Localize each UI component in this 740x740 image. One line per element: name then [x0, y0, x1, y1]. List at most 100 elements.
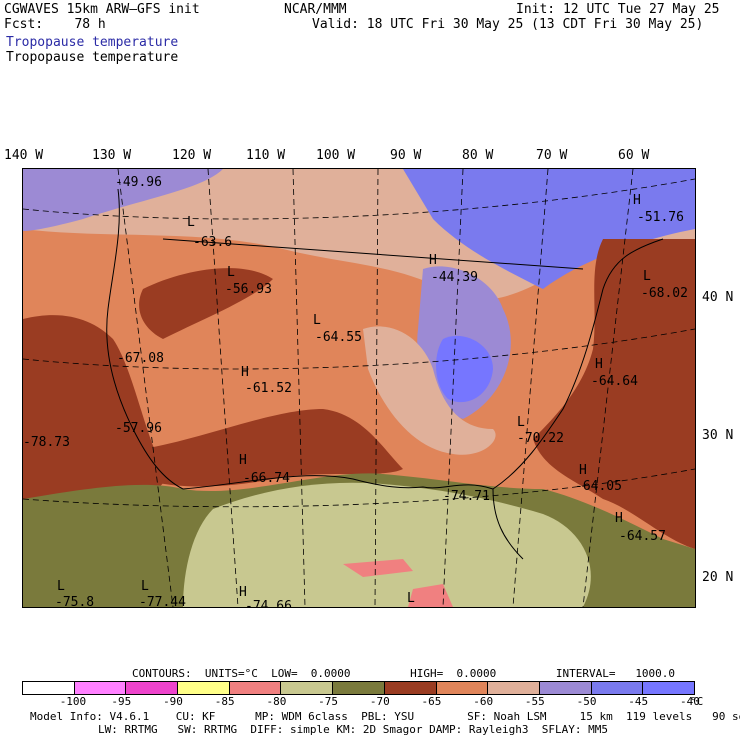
- lon-label: 110 W: [246, 148, 286, 163]
- shade-darkred-west: [23, 315, 165, 509]
- map-high-marker: H: [429, 253, 437, 268]
- map-value-label: -64.55: [315, 330, 362, 345]
- colorbar-label: -100: [59, 695, 87, 708]
- colorbar-label: -40: [680, 695, 700, 708]
- lon-label: 70 W: [536, 148, 568, 163]
- map-low-marker: L: [517, 415, 525, 430]
- map-high-marker: H: [239, 585, 247, 600]
- map-low-marker: L: [57, 579, 65, 594]
- model-title: CGWAVES 15km ARW–GFS init: [4, 2, 200, 17]
- colorbar-swatch: [280, 681, 333, 695]
- colorbar-swatch: [538, 681, 591, 695]
- colorbar-swatch: [332, 681, 384, 695]
- colorbar-swatch: [125, 681, 178, 695]
- colorbar-swatch: [383, 681, 436, 695]
- shade-khaki: [183, 482, 591, 607]
- colorbar-swatch: [642, 681, 695, 695]
- map-value-label: -44.39: [431, 270, 478, 285]
- map-value-label: -75.8: [55, 595, 95, 608]
- map-value-label: -64.64: [591, 374, 638, 389]
- shade-coral-2: [408, 584, 453, 607]
- shade-darkred-south: [143, 409, 403, 487]
- map-low-marker: L: [643, 269, 651, 284]
- graticule: [23, 169, 695, 607]
- map-value-label: -68.02: [641, 286, 688, 301]
- map-canvas: [23, 169, 695, 607]
- lon-label: 60 W: [618, 148, 650, 163]
- colorbar-label: -75: [318, 695, 339, 708]
- lon-label: 100 W: [316, 148, 356, 163]
- lon-label: 90 W: [390, 148, 422, 163]
- colorbar-label: -65: [421, 695, 442, 708]
- colorbar-swatch: [73, 681, 126, 695]
- field-title-plain: Tropopause temperature: [6, 50, 179, 65]
- valid-time: Valid: 18 UTC Fri 30 May 25 (13 CDT Fri …: [312, 17, 704, 32]
- colorbar-label: -60: [473, 695, 494, 708]
- lon-label: 130 W: [92, 148, 132, 163]
- colorbar-label: -95: [111, 695, 132, 708]
- map-value-label: -51.76: [637, 210, 684, 225]
- init-time: Init: 12 UTC Tue 27 May 25: [516, 2, 720, 17]
- colorbar-label: -55: [524, 695, 545, 708]
- map-high-marker: H: [615, 511, 623, 526]
- colorbar-swatch: [177, 681, 229, 695]
- lon-label: 140 W: [4, 148, 44, 163]
- map-high-marker: H: [633, 193, 641, 208]
- shade-darkred-streak: [139, 268, 273, 339]
- map-low-marker: L: [227, 265, 235, 280]
- map-low-marker: L: [187, 215, 195, 230]
- contours-info: CONTOURS: UNITS=°C LOW= 0.0000 HIGH= 0.0…: [132, 667, 676, 680]
- map-value-label: -67.08: [117, 351, 164, 366]
- map-value-label: -56.93: [225, 282, 272, 297]
- map-value-label: -77.44: [139, 595, 186, 608]
- lat-label: 40 N: [702, 290, 734, 305]
- map-high-marker: H: [241, 365, 249, 380]
- map-high-marker: H: [239, 453, 247, 468]
- lon-label: 80 W: [462, 148, 494, 163]
- model-info-line2: LW: RRTMG SW: RRTMG DIFF: simple KM: 2D …: [98, 723, 608, 736]
- coastlines: [106, 188, 664, 560]
- map-low-marker: L: [141, 579, 149, 594]
- lat-label: 30 N: [702, 428, 734, 443]
- colorbar-label: -90: [163, 695, 183, 708]
- map-high-marker: H: [595, 357, 603, 372]
- colorbar-swatch: [590, 681, 643, 695]
- colorbar-label: °C: [690, 695, 704, 708]
- tropopause-temperature-map: -49.96 L -63.6 L -56.93 L -64.55 H -44.3…: [22, 168, 696, 608]
- map-value-label: -78.73: [23, 435, 70, 450]
- shade-blue-ne: [403, 169, 695, 289]
- map-value-label: -74.71: [443, 489, 490, 504]
- colorbar-swatch: [435, 681, 488, 695]
- map-value-label: -70.22: [517, 431, 564, 446]
- field-title-colored: Tropopause temperature: [6, 35, 179, 50]
- map-value-label: -63.6: [193, 235, 233, 250]
- shade-darkred-east: [533, 239, 695, 549]
- map-value-label: -57.96: [115, 421, 162, 436]
- map-value-label: -66.74: [243, 471, 290, 486]
- lat-label: 20 N: [702, 570, 734, 585]
- organization-label: NCAR/MMM: [284, 2, 347, 17]
- map-value-label: -74.66: [245, 599, 292, 608]
- forecast-hour: Fcst: 78 h: [4, 17, 106, 32]
- map-high-marker: H: [579, 463, 587, 478]
- colorbar-label: -80: [266, 695, 287, 708]
- map-value-label: -49.96: [115, 175, 162, 190]
- colorbar-label: -70: [369, 695, 390, 708]
- lon-label: 120 W: [172, 148, 212, 163]
- colorbar-label: -50: [576, 695, 597, 708]
- map-low-marker: L: [407, 591, 415, 606]
- colorbar-swatch: [22, 681, 74, 695]
- shade-pale-central: [363, 326, 496, 455]
- shade-coral-1: [343, 559, 413, 577]
- shade-purple-nw: [23, 169, 223, 231]
- colorbar-swatch: [228, 681, 281, 695]
- map-low-marker: L: [313, 313, 321, 328]
- map-value-label: -64.05: [575, 479, 622, 494]
- colorbar-label: -45: [628, 695, 649, 708]
- shade-blue-ohio: [436, 335, 493, 403]
- map-value-label: -64.57: [619, 529, 666, 544]
- colorbar-label: -85: [214, 695, 235, 708]
- colorbar-swatch: [487, 681, 539, 695]
- map-value-label: -61.52: [245, 381, 292, 396]
- model-info-line1: Model Info: V4.6.1 CU: KF MP: WDM 6class…: [30, 710, 740, 723]
